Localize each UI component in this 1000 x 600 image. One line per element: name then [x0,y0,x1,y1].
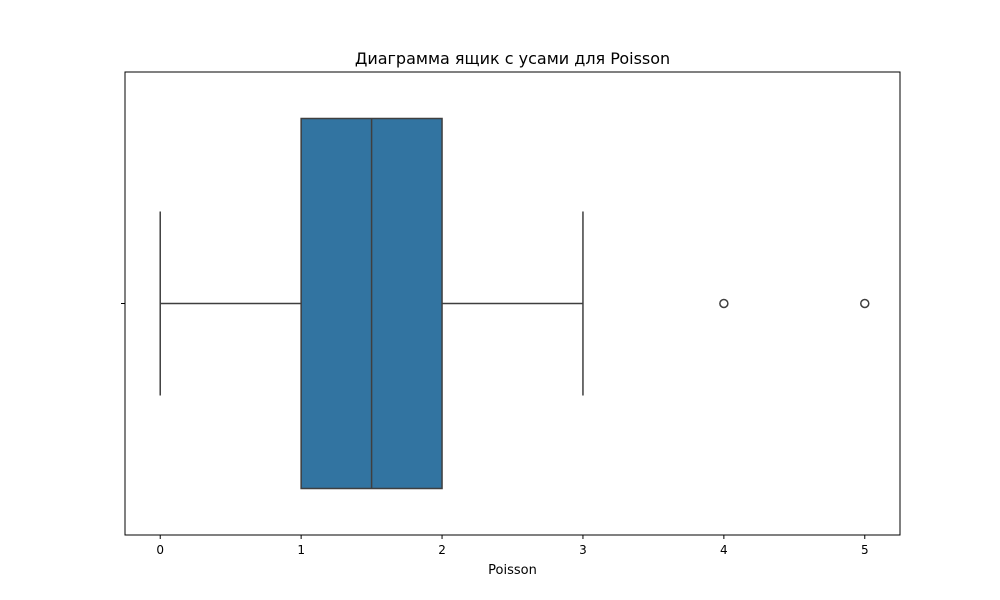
plot-area: 0 1 2 3 4 5 [121,71,901,557]
x-axis-label: Poisson [488,563,537,578]
x-tick-label-0: 0 [156,543,164,557]
x-tick-label-4: 4 [720,543,728,557]
x-tick-label-3: 3 [579,543,587,557]
chart-title: Диаграмма ящик с усами для Poisson [355,49,670,68]
outlier-point-1 [860,298,870,309]
outlier-point-0 [719,298,729,309]
x-tick-label-1: 1 [297,543,305,557]
x-tick-label-2: 2 [438,543,446,557]
x-tick-label-5: 5 [861,543,869,557]
